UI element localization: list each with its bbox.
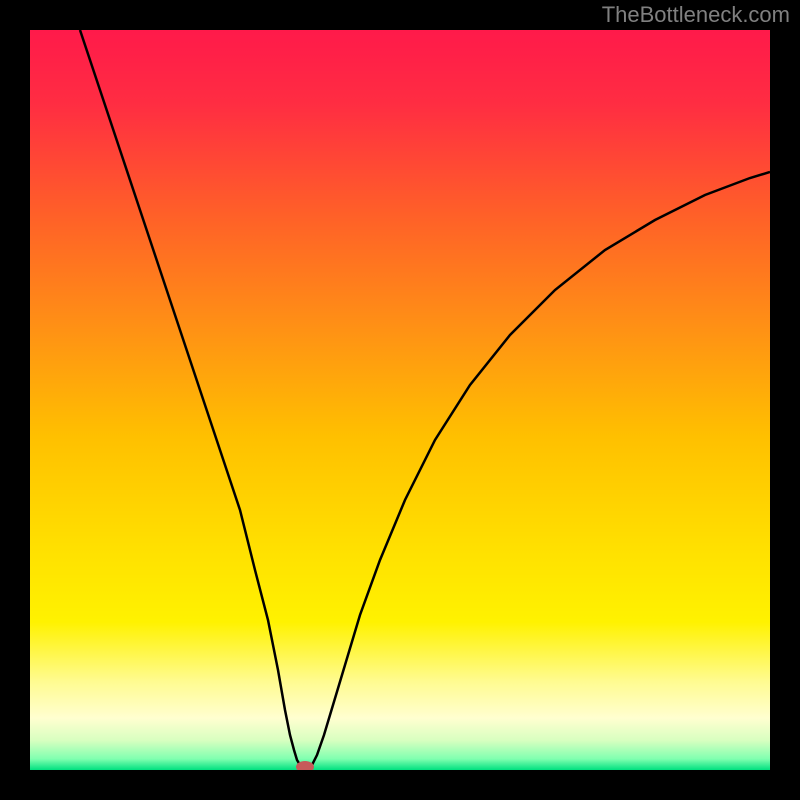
bottleneck-curve bbox=[30, 30, 770, 770]
watermark-text: TheBottleneck.com bbox=[602, 2, 790, 28]
chart-frame bbox=[30, 30, 770, 770]
chart-container: TheBottleneck.com bbox=[0, 0, 800, 800]
